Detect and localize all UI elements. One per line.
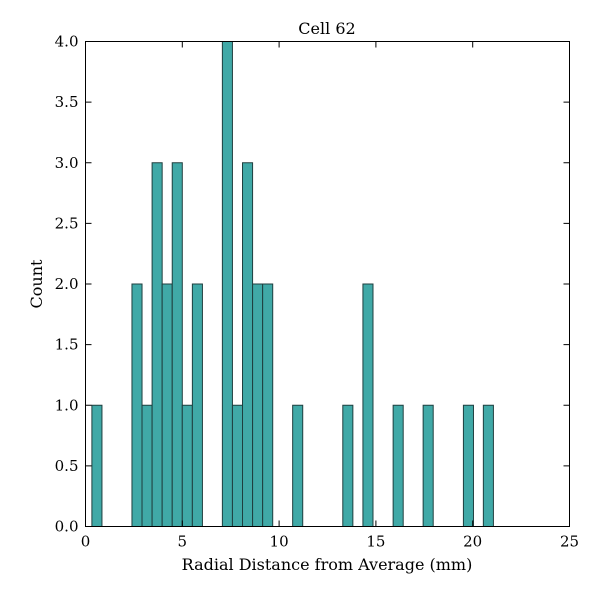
histogram-bar-6 xyxy=(181,404,193,527)
histogram-bar-19 xyxy=(482,404,494,527)
histogram-bar-18 xyxy=(462,404,474,527)
y-tick-label-8: 4.0 xyxy=(55,33,79,51)
histogram-bar-15 xyxy=(362,283,374,527)
histogram-bar-11 xyxy=(252,283,264,527)
y-tick-label-2: 1.0 xyxy=(55,396,79,414)
ticks-group: 0 5 10 15 20 25 0.0 0.5 1.0 1.5 2.0 2.5 3.0 3.5 4.0 xyxy=(55,33,579,551)
x-tick-label-4: 20 xyxy=(463,533,482,551)
histogram-bar-1 xyxy=(131,283,143,527)
histogram-bar-5 xyxy=(171,162,183,527)
y-tick-label-1: 0.5 xyxy=(55,457,79,475)
x-tick-label-0: 0 xyxy=(81,533,91,551)
x-tick-label-1: 5 xyxy=(178,533,188,551)
histogram-bar-3 xyxy=(151,162,163,527)
histogram-bar-9 xyxy=(231,404,244,527)
y-tick-label-6: 3.0 xyxy=(55,154,79,172)
histogram-bar-14 xyxy=(342,404,354,527)
histogram-bar-16 xyxy=(392,404,404,527)
y-tick-label-0: 0.0 xyxy=(55,518,79,536)
y-tick-label-7: 3.5 xyxy=(55,93,79,111)
y-tick-label-3: 1.5 xyxy=(55,336,79,354)
histogram-bar-8 xyxy=(221,41,233,527)
x-axis-label: Radial Distance from Average (mm) xyxy=(182,555,473,574)
histogram-bar-10 xyxy=(242,162,254,527)
x-tick-label-3: 15 xyxy=(366,533,385,551)
x-tick-label-2: 10 xyxy=(270,533,289,551)
histogram-bar-13 xyxy=(292,404,304,527)
histogram-bar-2 xyxy=(141,404,153,527)
x-tick-label-5: 25 xyxy=(560,533,579,551)
histogram-bar-7 xyxy=(191,283,203,527)
bars-group xyxy=(91,41,494,527)
histogram-bar-17 xyxy=(422,404,434,527)
histogram-bar-12 xyxy=(262,283,274,527)
y-tick-label-5: 2.5 xyxy=(55,214,79,232)
y-tick-label-4: 2.0 xyxy=(55,275,79,293)
histogram-bar-0 xyxy=(91,404,103,527)
histogram-bar-4 xyxy=(161,283,173,527)
chart-title: Cell 62 xyxy=(298,19,355,38)
y-axis-label: Count xyxy=(27,259,46,308)
